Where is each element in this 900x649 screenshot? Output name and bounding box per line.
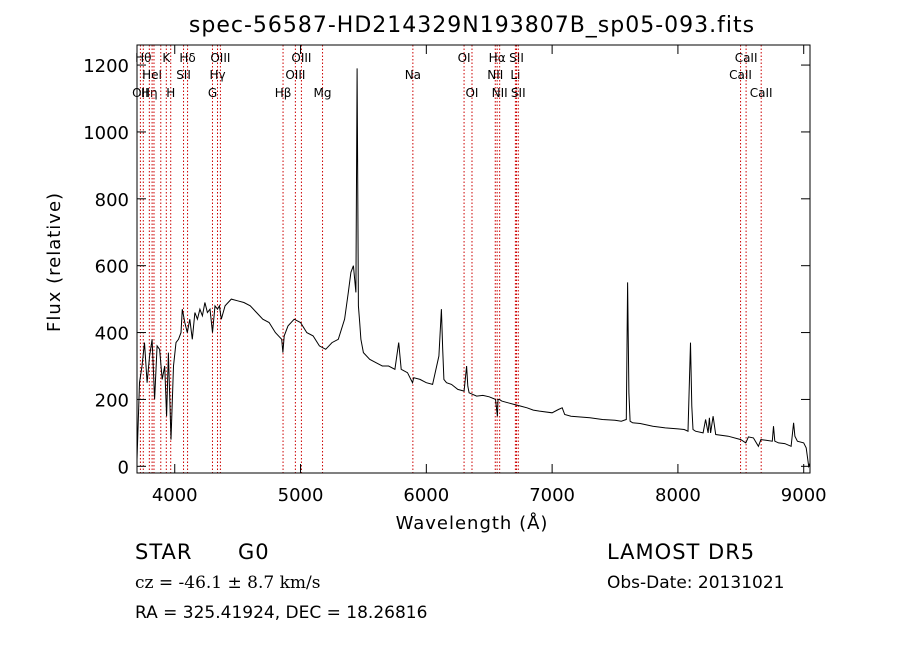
- object-class: STAR: [135, 540, 193, 564]
- line-marker-label: SII: [509, 51, 524, 65]
- coordinates: RA = 325.41924, DEC = 18.26816: [135, 603, 428, 623]
- line-marker-label: NII: [487, 68, 503, 82]
- line-marker-label: OIII: [210, 51, 230, 65]
- line-marker-label: OIII: [291, 51, 311, 65]
- line-marker-label: G: [208, 86, 217, 100]
- line-marker-label: Hδ: [179, 51, 195, 65]
- line-marker-label: Hη: [141, 86, 158, 100]
- line-marker-label: H: [166, 86, 175, 100]
- y-tick-label: 1000: [83, 123, 129, 144]
- line-marker-label: SII: [511, 86, 526, 100]
- line-marker-label: OIII: [285, 68, 305, 82]
- line-marker-label: Hγ: [209, 68, 225, 82]
- observation-date: Obs-Date: 20131021: [607, 573, 785, 593]
- y-tick-label: 1200: [83, 56, 129, 77]
- line-marker-label: Li: [510, 68, 520, 82]
- spectrum-chart: spec-56587-HD214329N193807B_sp05-093.fit…: [44, 13, 827, 534]
- axis-ticks: 4000 5000 6000 7000 8000 9000 0 200 400 600 800 100…: [83, 45, 827, 506]
- y-tick-label: 0: [118, 457, 129, 478]
- line-marker-label: CaII: [750, 86, 773, 100]
- x-axis-label: Wavelength (Å): [396, 512, 549, 534]
- x-tick-label: 4000: [152, 485, 198, 506]
- line-marker-label: Hα: [489, 51, 506, 65]
- line-marker-label: Hβ: [275, 86, 292, 100]
- line-marker-label: CaII: [735, 51, 758, 65]
- plot-frame: [136, 44, 811, 474]
- spectral-subclass: G0: [238, 540, 270, 564]
- y-tick-label: 600: [95, 257, 129, 278]
- line-marker-label: NII: [492, 86, 508, 100]
- line-marker-label: OI: [465, 86, 478, 100]
- line-marker-label: CaII: [729, 68, 752, 82]
- line-marker-label: OI: [458, 51, 471, 65]
- line-marker-label: HeI: [142, 68, 162, 82]
- line-marker-label: Mg: [314, 86, 332, 100]
- survey-name: LAMOST DR5: [607, 540, 756, 564]
- x-tick-label: 9000: [781, 485, 827, 506]
- line-marker-label: K: [162, 51, 171, 65]
- chart-title: spec-56587-HD214329N193807B_sp05-093.fit…: [189, 13, 755, 38]
- y-tick-label: 200: [95, 390, 129, 411]
- line-marker-label: SII: [176, 68, 191, 82]
- x-tick-label: 5000: [278, 485, 324, 506]
- line-marker-label: Na: [405, 68, 421, 82]
- redshift-cz: cz = -46.1 ± 8.7 km/s: [135, 573, 321, 593]
- x-tick-label: 8000: [655, 485, 701, 506]
- line-markers: OIIHθHηHeIKHSIIHδGHγOIIIHβOIIIOIIIMgNaOI…: [132, 45, 773, 473]
- spectrum-line: [136, 68, 811, 469]
- y-axis-label: Flux (relative): [44, 192, 65, 332]
- line-marker-label: OII: [132, 86, 149, 100]
- x-tick-label: 7000: [529, 485, 575, 506]
- line-marker-label: Hθ: [135, 51, 151, 65]
- y-tick-label: 800: [95, 190, 129, 211]
- y-tick-label: 400: [95, 324, 129, 345]
- x-tick-label: 6000: [403, 485, 449, 506]
